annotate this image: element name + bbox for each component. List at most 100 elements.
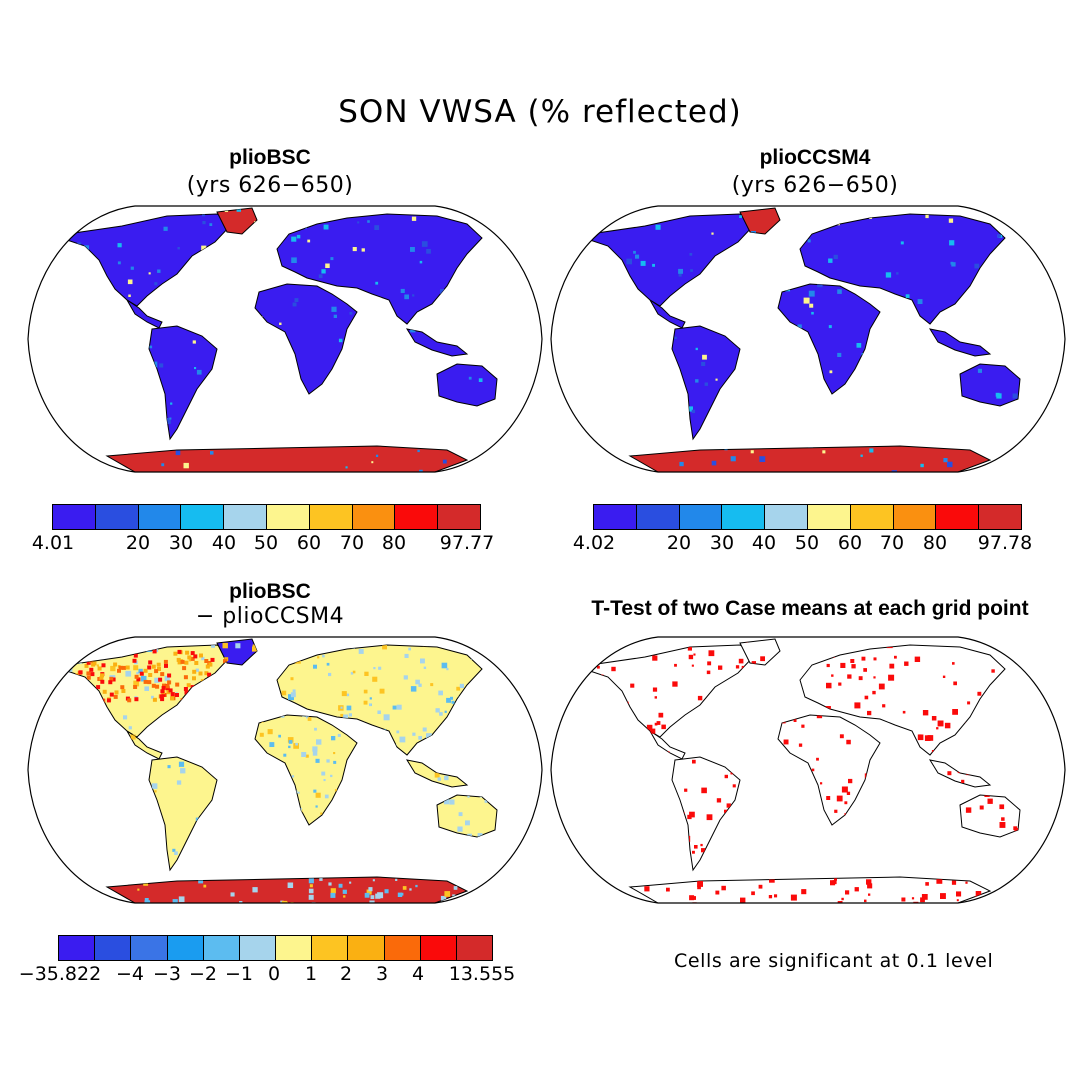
panel-3-subtitle: − plioCCSM4 (195, 604, 345, 629)
colorbar-swatch (309, 505, 353, 529)
landmass-af (777, 283, 881, 395)
landmass-ant (105, 876, 469, 903)
tick-label: 4.01 (31, 532, 75, 554)
landmass-sa (148, 756, 218, 872)
colorbar-swatch (312, 936, 349, 960)
landmass-eu (276, 644, 483, 756)
panel-2-title: plioCCSM4 (759, 146, 871, 169)
landmass-ca (126, 730, 163, 760)
colorbar-difference (58, 935, 493, 961)
tick-label: 97.78 (977, 532, 1033, 554)
landmass-ins (405, 328, 469, 357)
colorbar-swatch (348, 936, 385, 960)
colorbar-swatch (384, 936, 421, 960)
colorbar-swatch (438, 505, 480, 529)
colorbar-swatch (395, 505, 439, 529)
colorbar-swatch (266, 505, 310, 529)
tick-label: 2 (339, 963, 353, 985)
tick-label: 80 (922, 532, 948, 554)
colorbar-swatch (893, 505, 937, 529)
colorbar-swatch (679, 505, 723, 529)
landmass-ca (649, 299, 686, 329)
landmass-au (436, 363, 498, 407)
landmass-sa (148, 325, 218, 441)
tick-label: 60 (837, 532, 863, 554)
colorbar-swatch (181, 505, 225, 529)
figure-title: SON VWSA (% reflected) (338, 94, 742, 130)
landmass-ca (649, 730, 686, 760)
colorbar-swatch (95, 936, 132, 960)
landmass-grl (739, 638, 781, 666)
tick-label: 1 (304, 963, 318, 985)
tick-label: 70 (339, 532, 365, 554)
landmass-grl (216, 207, 258, 235)
colorbar-swatch (53, 505, 96, 529)
map-plioBSC (27, 205, 543, 473)
tick-label: 3 (375, 963, 389, 985)
colorbar-swatch (456, 936, 493, 960)
colorbar-swatch (765, 505, 808, 529)
colorbar-swatch (138, 505, 182, 529)
landmass-af (777, 714, 881, 826)
colorbar-plioCCSM4 (593, 504, 1022, 530)
tick-label: −2 (188, 963, 218, 985)
colorbar-swatch (594, 505, 637, 529)
landmass-na (66, 213, 233, 307)
tick-label: 20 (666, 532, 692, 554)
tick-label: 4.02 (572, 532, 616, 554)
landmass-ca (126, 299, 163, 329)
tick-label: 80 (381, 532, 407, 554)
colorbar-plioBSC (52, 504, 481, 530)
tick-label: 40 (211, 532, 237, 554)
landmass-ins (928, 759, 992, 788)
tick-label: 40 (751, 532, 777, 554)
colorbar-swatch (131, 936, 168, 960)
panel-1-subtitle: (yrs 626−650) (186, 173, 354, 198)
tick-label: 50 (253, 532, 279, 554)
colorbar-swatch (850, 505, 894, 529)
landmass-ant (105, 445, 469, 472)
colorbar-swatch (979, 505, 1021, 529)
colorbar-swatch (276, 936, 313, 960)
landmass-eu (799, 644, 1006, 756)
tick-label: 30 (709, 532, 735, 554)
colorbar-swatch (59, 936, 96, 960)
colorbar-swatch (167, 936, 204, 960)
landmass-au (436, 794, 498, 838)
map-frame (27, 205, 543, 473)
tick-label: −3 (152, 963, 182, 985)
panel-2-subtitle: (yrs 626−650) (731, 173, 899, 198)
colorbar-swatch (224, 505, 267, 529)
tick-label: −1 (224, 963, 254, 985)
tick-label: 0 (267, 963, 281, 985)
colorbar-swatch (420, 936, 457, 960)
landmass-ant (628, 445, 992, 472)
colorbar-swatch (936, 505, 980, 529)
colorbar-swatch (203, 936, 240, 960)
tick-label: 20 (125, 532, 151, 554)
tick-label: 70 (879, 532, 905, 554)
colorbar-swatch (239, 936, 277, 960)
colorbar-swatch (636, 505, 680, 529)
landmass-na (589, 644, 756, 738)
tick-label: 97.77 (439, 532, 495, 554)
tick-label: −35.822 (18, 963, 102, 985)
colorbar-swatch (95, 505, 139, 529)
colorbar-swatch (352, 505, 396, 529)
landmass-ins (928, 328, 992, 357)
map-plioCCSM4 (550, 205, 1066, 473)
tick-label: 13.555 (448, 963, 516, 985)
landmass-na (66, 644, 233, 738)
landmass-grl (739, 207, 781, 235)
landmass-au (959, 363, 1021, 407)
landmass-sa (671, 756, 741, 872)
colorbar-swatch (722, 505, 766, 529)
tick-label: 50 (794, 532, 820, 554)
panel-3-title: plioBSC (229, 580, 311, 603)
colorbar-swatch (807, 505, 851, 529)
tick-label: 60 (296, 532, 322, 554)
landmass-ant (628, 876, 992, 903)
landmass-eu (276, 213, 483, 325)
tick-label: 4 (411, 963, 425, 985)
significance-note: Cells are significant at 0.1 level (674, 950, 994, 972)
